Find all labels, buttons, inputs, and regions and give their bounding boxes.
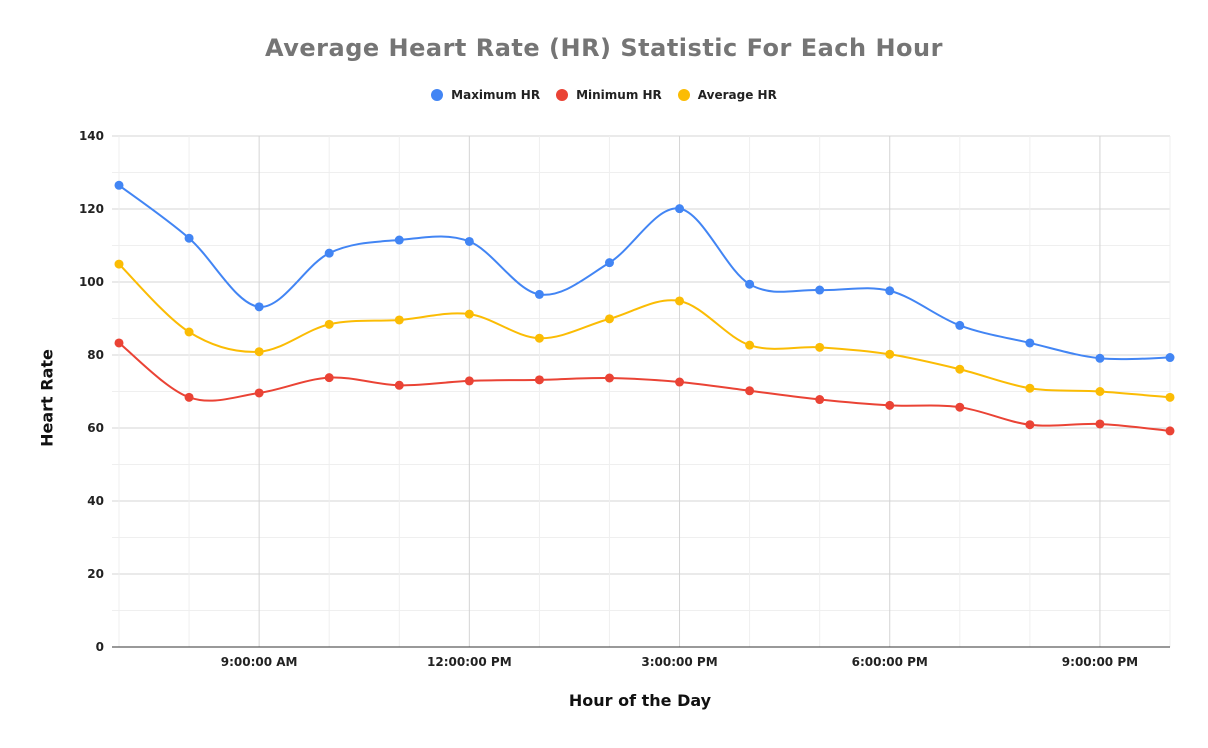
data-point-average-hr[interactable]: [815, 342, 825, 352]
chart-title: Average Heart Rate (HR) Statistic For Ea…: [265, 34, 943, 62]
legend: Maximum HR Minimum HR Average HR: [0, 88, 1208, 102]
legend-label-maximum-hr: Maximum HR: [451, 88, 541, 102]
data-point-average-hr[interactable]: [394, 315, 404, 325]
legend-label-average-hr: Average HR: [697, 88, 777, 102]
series-line-average-hr: [118, 263, 1171, 399]
data-point-average-hr[interactable]: [184, 327, 194, 337]
data-point-maximum-hr[interactable]: [534, 289, 544, 299]
y-tick-label: 120: [79, 202, 104, 216]
data-point-maximum-hr[interactable]: [324, 248, 334, 258]
legend-marker-minimum-hr: [556, 89, 569, 101]
data-point-average-hr[interactable]: [885, 349, 895, 359]
series-minimum-hr: [114, 338, 1175, 436]
data-point-minimum-hr[interactable]: [955, 402, 965, 412]
data-point-average-hr[interactable]: [604, 314, 614, 324]
data-point-minimum-hr[interactable]: [1095, 419, 1105, 429]
x-axis-label: Hour of the Day: [568, 691, 712, 710]
data-point-maximum-hr[interactable]: [604, 258, 614, 268]
data-point-maximum-hr[interactable]: [394, 235, 404, 245]
series-maximum-hr: [114, 180, 1175, 363]
data-point-maximum-hr[interactable]: [885, 286, 895, 296]
data-point-average-hr[interactable]: [534, 333, 544, 343]
data-point-minimum-hr[interactable]: [394, 380, 404, 390]
data-point-maximum-hr[interactable]: [464, 236, 474, 246]
x-tick-label: 12:00:00 PM: [427, 655, 512, 669]
legend-item-maximum-hr[interactable]: Maximum HR: [431, 88, 540, 102]
data-point-average-hr[interactable]: [955, 364, 965, 374]
data-point-minimum-hr[interactable]: [675, 377, 685, 387]
legend-label-minimum-hr: Minimum HR: [576, 88, 662, 102]
y-tick-label: 80: [87, 348, 104, 362]
data-point-maximum-hr[interactable]: [1165, 353, 1175, 363]
data-point-maximum-hr[interactable]: [815, 285, 825, 295]
data-point-maximum-hr[interactable]: [745, 279, 755, 289]
series-lines: [114, 180, 1175, 436]
data-point-average-hr[interactable]: [1165, 392, 1175, 402]
y-tick-label: 140: [79, 129, 104, 143]
data-point-minimum-hr[interactable]: [604, 373, 614, 383]
legend-marker-maximum-hr: [431, 89, 444, 101]
data-point-minimum-hr[interactable]: [745, 386, 755, 396]
data-point-average-hr[interactable]: [114, 259, 124, 269]
data-point-average-hr[interactable]: [324, 319, 334, 329]
series-line-minimum-hr: [118, 342, 1171, 432]
y-tick-label: 60: [87, 421, 104, 435]
data-point-minimum-hr[interactable]: [184, 392, 194, 402]
x-tick-label: 9:00:00 AM: [221, 655, 298, 669]
series-average-hr: [114, 259, 1175, 402]
data-point-average-hr[interactable]: [745, 340, 755, 350]
y-tick-label: 20: [87, 567, 104, 581]
legend-item-average-hr[interactable]: Average HR: [677, 88, 777, 102]
y-tick-label: 0: [96, 640, 104, 654]
data-point-minimum-hr[interactable]: [114, 338, 124, 348]
data-point-average-hr[interactable]: [1025, 383, 1035, 393]
data-point-minimum-hr[interactable]: [885, 400, 895, 410]
data-point-minimum-hr[interactable]: [324, 373, 334, 383]
data-point-average-hr[interactable]: [675, 296, 685, 306]
data-point-maximum-hr[interactable]: [114, 180, 124, 190]
gridlines: [112, 135, 1171, 647]
data-point-minimum-hr[interactable]: [464, 376, 474, 386]
data-point-average-hr[interactable]: [254, 347, 264, 357]
data-point-maximum-hr[interactable]: [675, 204, 685, 214]
data-point-average-hr[interactable]: [464, 309, 474, 319]
legend-marker-average-hr: [677, 89, 690, 101]
x-tick-label: 3:00:00 PM: [641, 655, 717, 669]
tick-labels: 0 20 40 60 80 100 120 140 9:00:00 AM 12:00:00 PM 3…: [79, 129, 1138, 669]
series-line-maximum-hr: [118, 184, 1171, 361]
data-point-maximum-hr[interactable]: [955, 320, 965, 330]
data-point-minimum-hr[interactable]: [1025, 420, 1035, 430]
data-point-maximum-hr[interactable]: [184, 233, 194, 243]
x-tick-label: 9:00:00 PM: [1062, 655, 1138, 669]
data-point-maximum-hr[interactable]: [254, 302, 264, 312]
data-point-minimum-hr[interactable]: [815, 395, 825, 405]
data-point-maximum-hr[interactable]: [1095, 353, 1105, 363]
x-tick-label: 6:00:00 PM: [852, 655, 928, 669]
y-tick-label: 100: [79, 275, 104, 289]
data-point-minimum-hr[interactable]: [254, 388, 264, 398]
data-point-minimum-hr[interactable]: [534, 375, 544, 385]
data-point-average-hr[interactable]: [1095, 387, 1105, 396]
data-point-minimum-hr[interactable]: [1165, 426, 1175, 436]
y-tick-label: 40: [87, 494, 104, 508]
data-point-maximum-hr[interactable]: [1025, 338, 1035, 348]
legend-item-minimum-hr[interactable]: Minimum HR: [556, 88, 662, 102]
